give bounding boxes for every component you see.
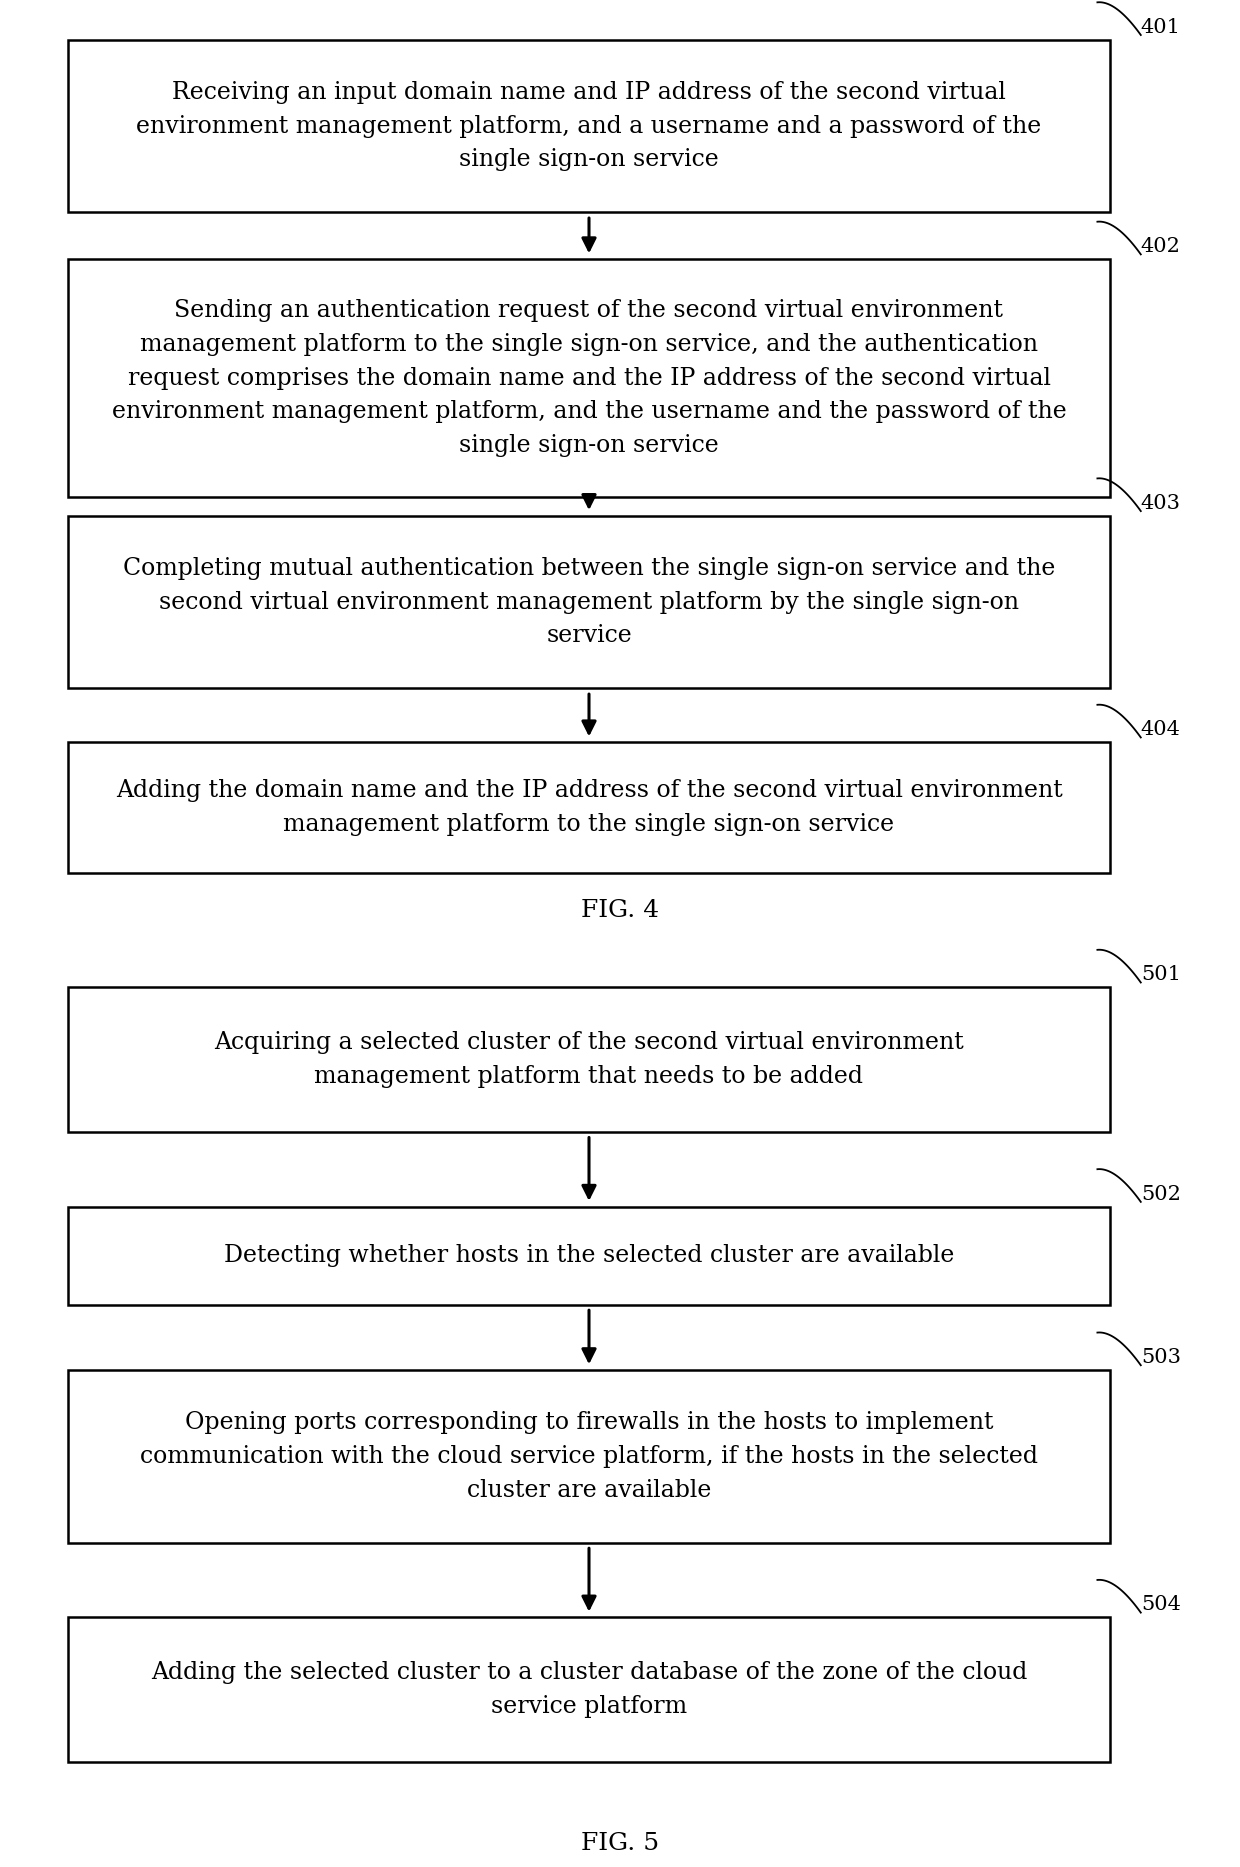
Bar xyxy=(68,988,1110,1131)
Text: FIG. 5: FIG. 5 xyxy=(580,1832,660,1856)
Bar xyxy=(68,1617,1110,1762)
Text: Sending an authentication request of the second virtual environment
management p: Sending an authentication request of the… xyxy=(112,299,1066,457)
Text: Detecting whether hosts in the selected cluster are available: Detecting whether hosts in the selected … xyxy=(223,1243,955,1268)
Text: 403: 403 xyxy=(1141,495,1180,513)
Bar xyxy=(68,39,1110,213)
Text: Completing mutual authentication between the single sign-on service and the
seco: Completing mutual authentication between… xyxy=(123,556,1055,648)
Text: Opening ports corresponding to firewalls in the hosts to implement
communication: Opening ports corresponding to firewalls… xyxy=(140,1411,1038,1501)
Text: Acquiring a selected cluster of the second virtual environment
management platfo: Acquiring a selected cluster of the seco… xyxy=(215,1031,963,1088)
Bar xyxy=(68,741,1110,872)
Text: 504: 504 xyxy=(1141,1596,1180,1615)
Bar xyxy=(68,515,1110,689)
Text: Adding the selected cluster to a cluster database of the zone of the cloud
servi: Adding the selected cluster to a cluster… xyxy=(151,1662,1027,1718)
Text: 401: 401 xyxy=(1141,19,1180,37)
Text: 501: 501 xyxy=(1141,965,1180,984)
Bar xyxy=(68,260,1110,497)
Text: 502: 502 xyxy=(1141,1186,1180,1204)
Text: 404: 404 xyxy=(1141,721,1180,739)
Bar xyxy=(68,1206,1110,1305)
Text: 402: 402 xyxy=(1141,237,1180,256)
Text: FIG. 4: FIG. 4 xyxy=(580,898,660,922)
Bar xyxy=(68,1370,1110,1542)
Text: Adding the domain name and the IP address of the second virtual environment
mana: Adding the domain name and the IP addres… xyxy=(115,779,1063,836)
Text: Receiving an input domain name and IP address of the second virtual
environment : Receiving an input domain name and IP ad… xyxy=(136,80,1042,172)
Text: 503: 503 xyxy=(1141,1348,1180,1367)
